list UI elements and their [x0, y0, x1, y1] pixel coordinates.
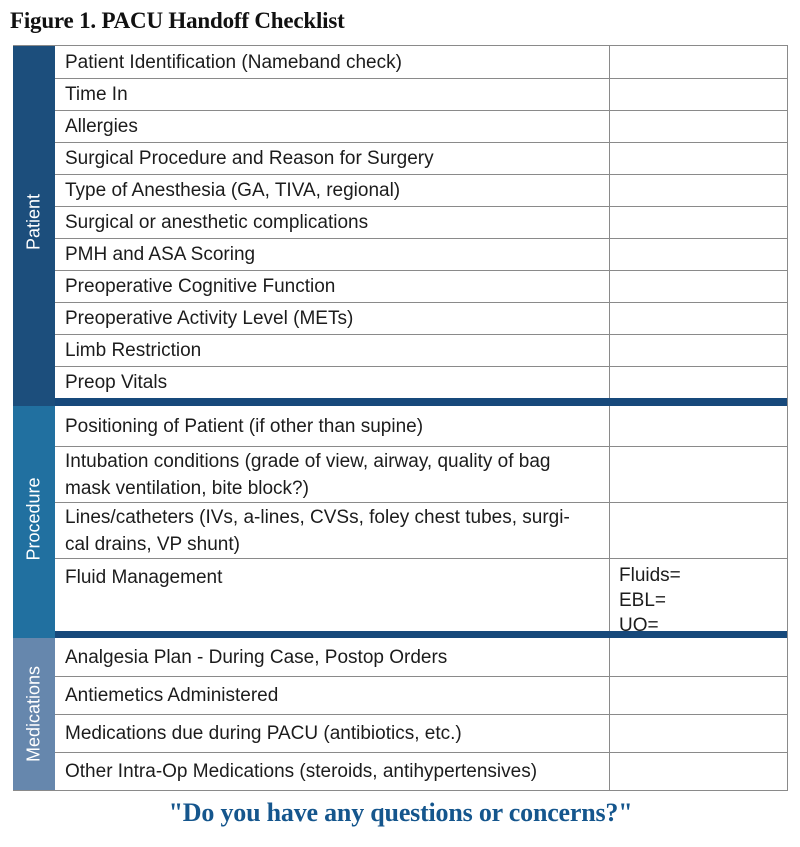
table-row: Lines/catheters (IVs, a-lines, CVSs, fol… [55, 502, 787, 558]
checklist-item-cell: Allergies [65, 116, 138, 137]
checklist-item-cell: Analgesia Plan - During Case, Postop Ord… [65, 646, 448, 668]
section-divider-bar [55, 631, 787, 638]
value-cell [609, 406, 787, 446]
table-row: Analgesia Plan - During Case, Postop Ord… [55, 638, 787, 676]
checklist-item-cell: Fluid Management [65, 567, 223, 588]
checklist-item-cell: Medications due during PACU (antibiotics… [65, 723, 462, 744]
figure-title: Figure 1. PACU Handoff Checklist [10, 8, 345, 33]
checklist-item-cell: Lines/catheters (IVs, a-lines, CVSs, fol… [65, 506, 570, 555]
table-row: Preoperative Activity Level (METs) [55, 302, 787, 334]
checklist-item-cell: Antiemetics Administered [65, 685, 279, 706]
value-cell [609, 677, 787, 714]
section-sidebar-medications: Medications [13, 638, 55, 790]
table-row: Type of Anesthesia (GA, TIVA, regional) [55, 174, 787, 206]
value-cell [609, 447, 787, 502]
value-cell [609, 46, 787, 78]
table-row: Limb Restriction [55, 334, 787, 366]
section-patient: Patient Patient Identification (Nameband… [13, 46, 787, 398]
checklist-item-cell: Positioning of Patient (if other than su… [65, 415, 424, 437]
value-cell [609, 239, 787, 270]
checklist-item-cell: Preoperative Activity Level (METs) [65, 308, 354, 329]
table-row: Preop Vitals [55, 366, 787, 398]
checklist-item-cell: Time In [65, 84, 128, 105]
section-rows: Patient Identification (Nameband check) … [55, 46, 787, 398]
checklist-item-cell: Other Intra-Op Medications (steroids, an… [65, 761, 538, 782]
section-procedure: Procedure Positioning of Patient (if oth… [13, 406, 787, 636]
table-row: Surgical or anesthetic complications [55, 206, 787, 238]
value-cell [609, 503, 787, 558]
checklist-item-cell: Preoperative Cognitive Function [65, 276, 336, 297]
table-row: Antiemetics Administered [55, 676, 787, 714]
value-cell [609, 111, 787, 142]
section-divider-sidebar [13, 631, 55, 638]
value-cell [609, 79, 787, 110]
checklist-item-cell: Surgical or anesthetic complications [65, 212, 369, 233]
sidebar-label: Patient [23, 193, 44, 251]
table-row: Time In [55, 78, 787, 110]
table-row: Other Intra-Op Medications (steroids, an… [55, 752, 787, 790]
table-row: Intubation conditions (grade of view, ai… [55, 446, 787, 502]
value-cell [609, 367, 787, 398]
table-row: Preoperative Cognitive Function [55, 270, 787, 302]
checklist-item-cell: Surgical Procedure and Reason for Surger… [65, 148, 434, 169]
value-cell [609, 715, 787, 752]
section-sidebar-procedure: Procedure [13, 406, 55, 631]
footer-quote: "Do you have any questions or concerns?" [168, 798, 633, 827]
sidebar-label: Procedure [23, 476, 44, 561]
table-row: Positioning of Patient (if other than su… [55, 406, 787, 446]
section-divider-bar [55, 398, 787, 406]
section-divider [13, 398, 787, 406]
value-cell [609, 143, 787, 174]
value-cell [609, 335, 787, 366]
value-cell [609, 638, 787, 676]
checklist-item-cell: Intubation conditions (grade of view, ai… [65, 450, 551, 499]
value-cell [609, 753, 787, 790]
value-cell [609, 207, 787, 238]
checklist-item-cell: Preop Vitals [65, 372, 168, 393]
table-row: Fluid Management Fluids= EBL= UO= [55, 558, 787, 636]
pacu-handoff-checklist-table: Patient Patient Identification (Nameband… [13, 45, 788, 791]
checklist-item-cell: Type of Anesthesia (GA, TIVA, regional) [65, 180, 401, 201]
section-divider [13, 631, 787, 638]
section-divider-sidebar [13, 398, 55, 406]
section-sidebar-patient: Patient [13, 46, 55, 398]
table-row: Surgical Procedure and Reason for Surger… [55, 142, 787, 174]
value-cell [609, 271, 787, 302]
value-cell [609, 175, 787, 206]
checklist-item-cell: PMH and ASA Scoring [65, 244, 256, 265]
sidebar-label: Medications [23, 665, 44, 763]
value-cell [609, 303, 787, 334]
checklist-item-cell: Patient Identification (Nameband check) [65, 51, 402, 73]
table-row: Patient Identification (Nameband check) [55, 46, 787, 78]
fluids-value-cell: Fluids= EBL= UO= [609, 559, 787, 636]
table-row: Medications due during PACU (antibiotics… [55, 714, 787, 752]
table-row: Allergies [55, 110, 787, 142]
checklist-item-cell: Limb Restriction [65, 340, 202, 361]
section-medications: Medications Analgesia Plan - During Case… [13, 638, 787, 790]
section-rows: Analgesia Plan - During Case, Postop Ord… [55, 638, 787, 790]
section-rows: Positioning of Patient (if other than su… [55, 406, 787, 636]
table-row: PMH and ASA Scoring [55, 238, 787, 270]
